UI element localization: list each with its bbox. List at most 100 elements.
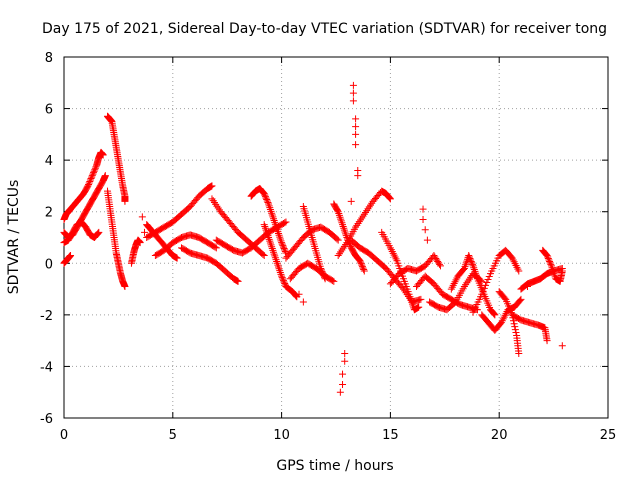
data-point (85, 180, 93, 188)
data-point (468, 259, 476, 267)
data-point (417, 295, 425, 303)
data-point (386, 195, 394, 203)
data-point (267, 207, 275, 215)
data-point (121, 197, 129, 205)
data-point (423, 236, 431, 244)
data-point (281, 246, 289, 254)
data-point (89, 170, 97, 178)
data-point (544, 253, 552, 261)
y-tick-label: -2 (40, 309, 53, 324)
data-point (334, 236, 342, 244)
y-tick-label: -4 (40, 360, 53, 375)
data-point (86, 176, 94, 184)
data-point (483, 278, 491, 286)
data-point (67, 252, 75, 260)
data-point (299, 298, 307, 306)
data-point (341, 357, 349, 365)
data-point (279, 242, 287, 250)
data-point (295, 290, 303, 298)
data-point (317, 266, 325, 274)
data-point (281, 280, 289, 288)
data-point (278, 274, 286, 282)
data-point (267, 241, 275, 249)
data-point (276, 235, 284, 243)
data-point (337, 215, 345, 223)
data-point (386, 194, 394, 202)
data-point (490, 309, 498, 317)
axis-ticks: 0 5 10 15 20 25 -6 -4 -2 0 2 4 6 8 (40, 51, 616, 443)
data-point (558, 342, 566, 350)
data-point (321, 275, 329, 283)
data-point (275, 265, 283, 273)
data-point (276, 267, 284, 275)
data-point (419, 205, 427, 213)
data-point (280, 245, 288, 253)
data-point (265, 202, 273, 210)
data-point (490, 310, 498, 318)
data-point (268, 209, 276, 217)
data-point (95, 228, 103, 236)
data-point (260, 221, 268, 229)
data-point (468, 260, 476, 268)
data-point (260, 190, 268, 198)
data-point (360, 267, 368, 275)
data-point (356, 257, 364, 265)
data-point (121, 282, 129, 290)
data-point (339, 370, 347, 378)
data-point (491, 311, 499, 319)
x-tick-label: 15 (382, 428, 399, 443)
data-point (276, 268, 284, 276)
data-point (274, 263, 282, 271)
data-point (349, 97, 357, 105)
y-tick-label: -6 (40, 412, 53, 427)
data-point (208, 182, 216, 190)
data-point (270, 215, 278, 223)
data-point (512, 329, 520, 337)
data-point (358, 261, 366, 269)
data-point (279, 277, 287, 285)
data-point (261, 193, 269, 201)
data-point (268, 245, 276, 253)
data-point (467, 256, 475, 264)
data-point (341, 350, 349, 358)
data-point (516, 296, 524, 304)
data-point (88, 173, 96, 181)
data-point (339, 380, 347, 388)
data-point (261, 191, 269, 199)
data-point (436, 260, 444, 268)
data-point (268, 243, 276, 251)
data-point (266, 237, 274, 245)
data-point (336, 213, 344, 221)
data-point (349, 81, 357, 89)
data-point (273, 259, 281, 267)
data-point (320, 272, 328, 280)
data-point (279, 243, 287, 251)
data-point (84, 182, 92, 190)
data-point (259, 250, 267, 258)
data-point (419, 215, 427, 223)
data-point (360, 266, 368, 274)
data-point (546, 259, 554, 267)
data-point (277, 270, 285, 278)
data-point (260, 252, 268, 260)
data-point (274, 261, 282, 269)
data-point (336, 388, 344, 396)
data-point (173, 254, 181, 262)
data-point (87, 175, 95, 183)
data-point (466, 254, 474, 262)
data-point (357, 258, 365, 266)
data-point (515, 350, 523, 358)
data-point (86, 178, 94, 186)
data-point (263, 196, 271, 204)
data-point (459, 266, 467, 274)
data-point (485, 273, 493, 281)
data-point (484, 275, 492, 283)
data-point (90, 167, 98, 175)
data-point (352, 130, 360, 138)
data-point (271, 252, 279, 260)
data-point (261, 222, 269, 230)
data-point (212, 244, 220, 252)
data-point (85, 179, 93, 187)
data-point (317, 264, 325, 272)
